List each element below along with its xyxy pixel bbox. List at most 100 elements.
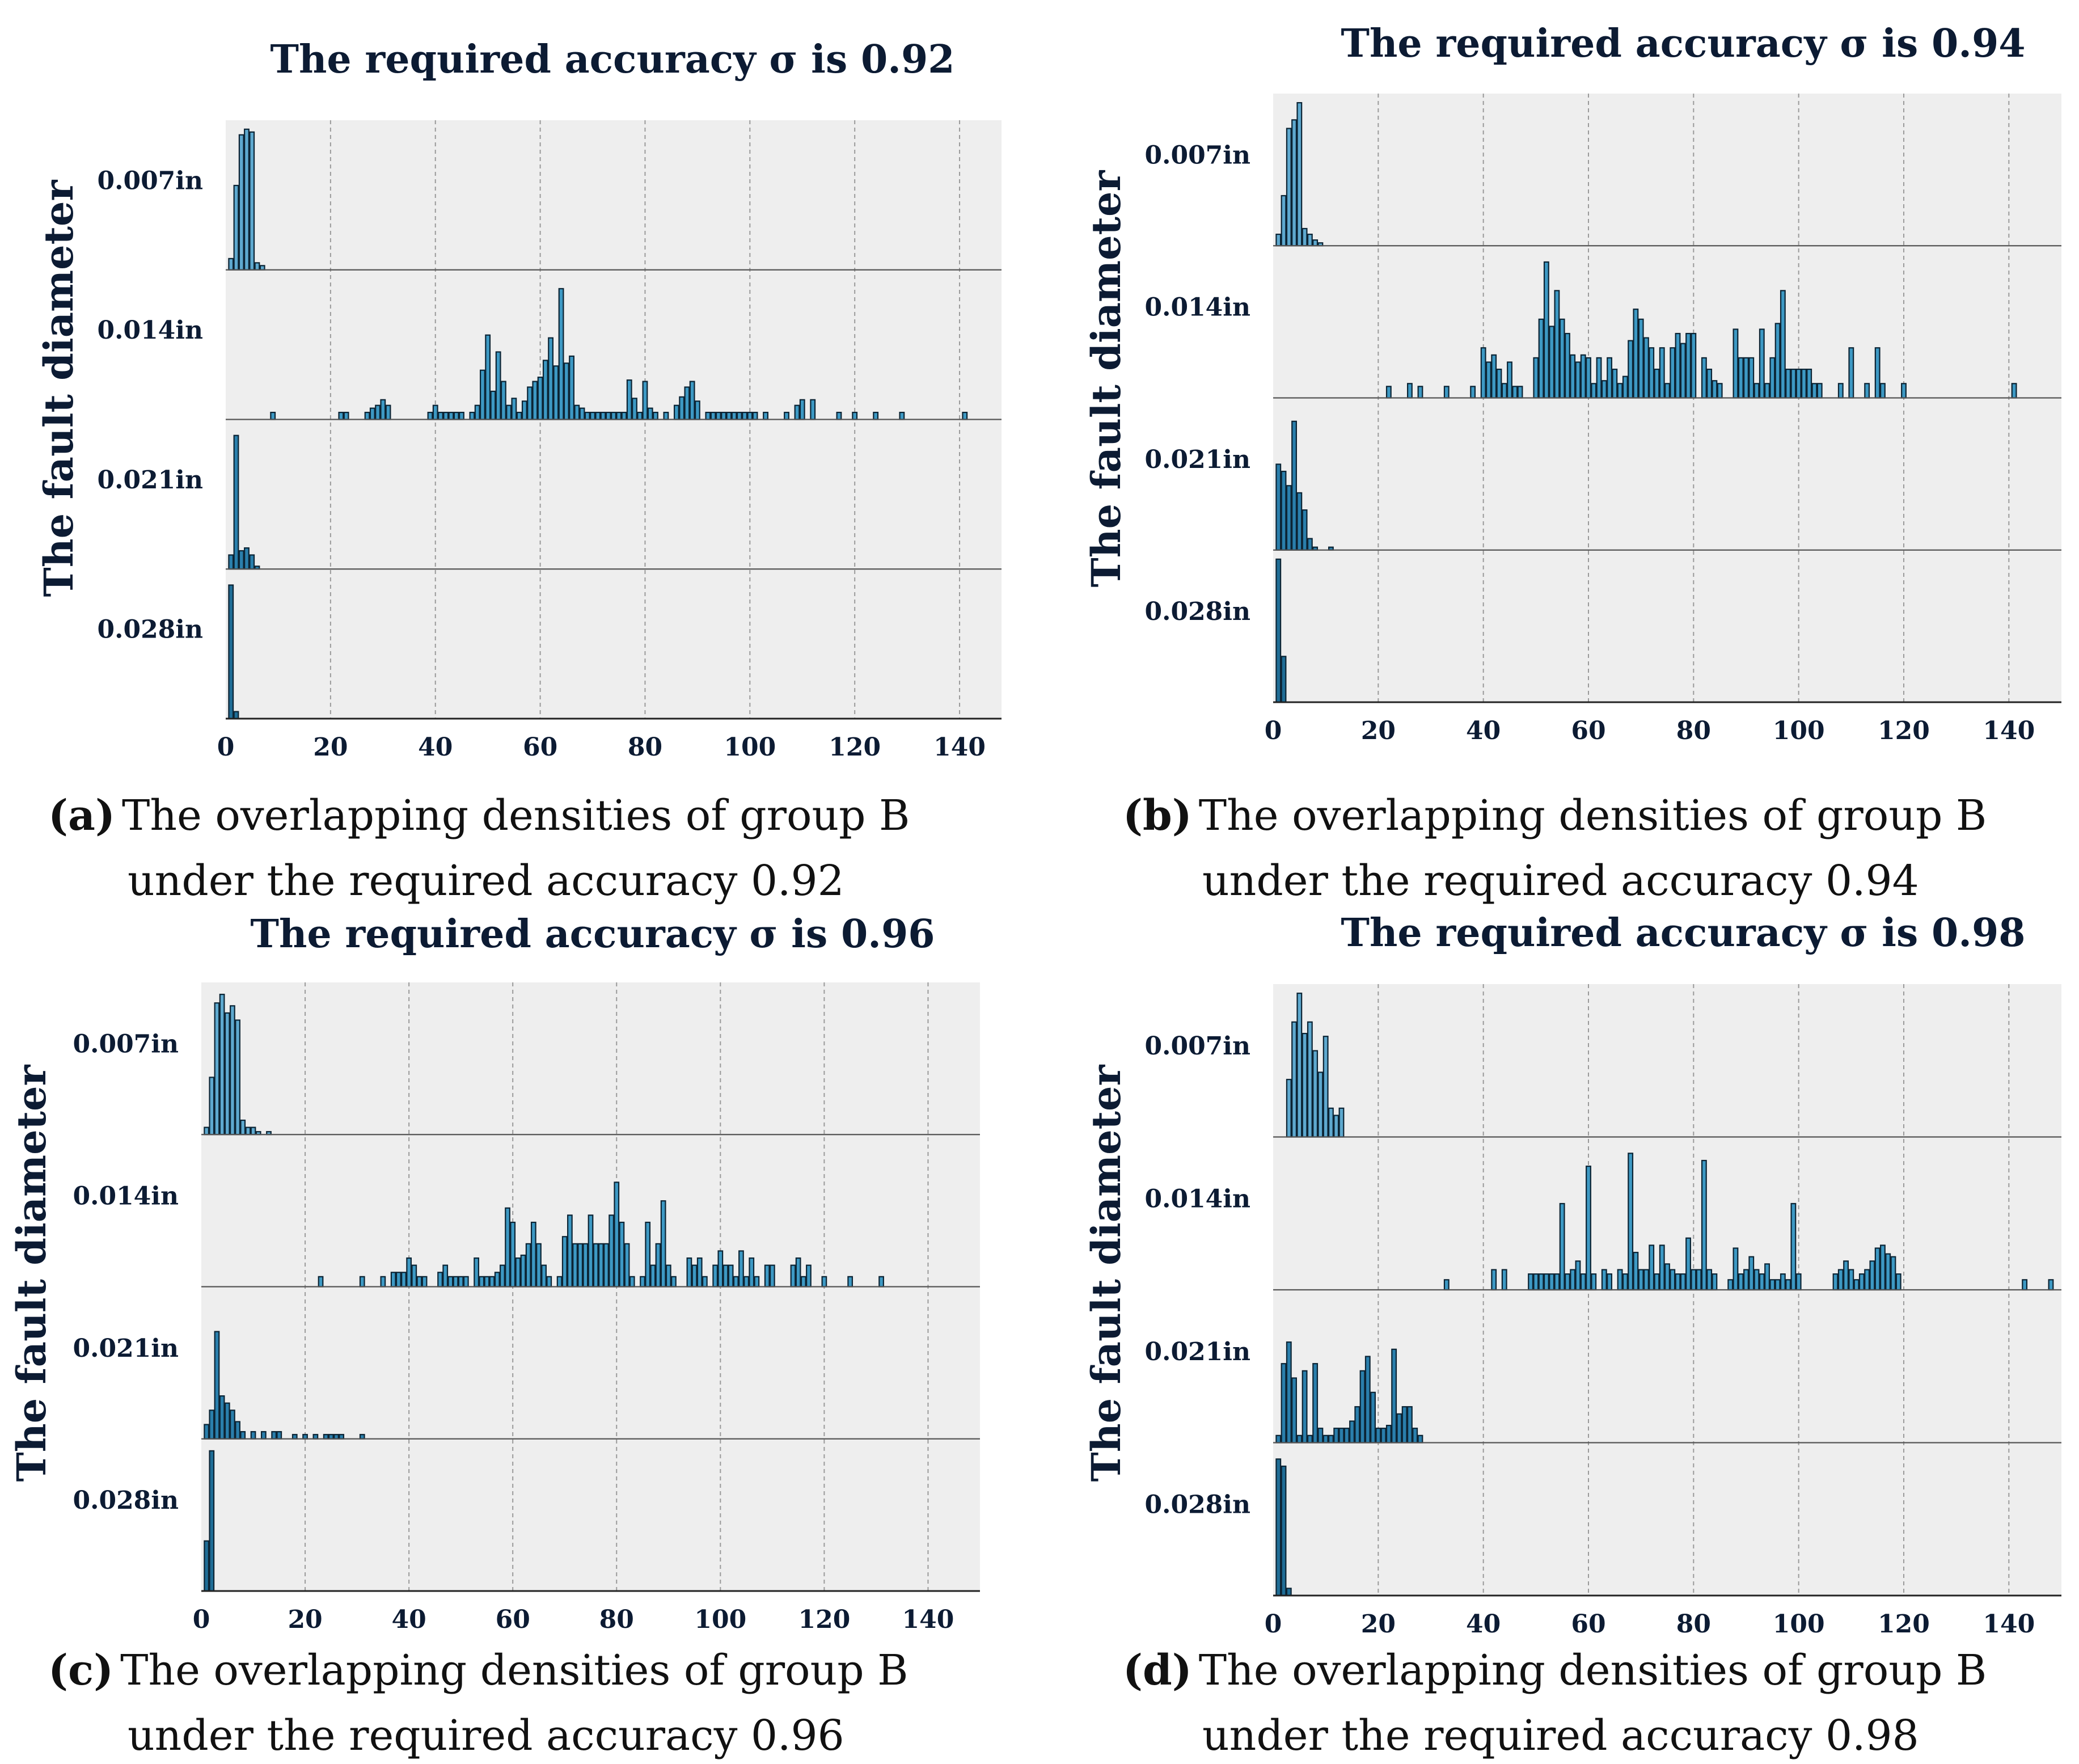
histogram-bar — [1512, 386, 1518, 399]
histogram-bar — [270, 412, 276, 420]
histogram-bar — [1801, 368, 1807, 399]
histogram-bar — [1328, 1434, 1334, 1444]
histogram-bar — [453, 1276, 459, 1288]
x-tick-label: 20 — [1361, 1610, 1396, 1639]
plot-area: 0.007in 0.014in 0.021in 0.028in 0 20 40 60 80 100… — [1145, 984, 2061, 1639]
histogram-bar — [1785, 368, 1791, 399]
histogram-bar — [406, 1257, 412, 1288]
caption-line-1: (c) The overlapping densities of group B — [48, 1646, 908, 1695]
histogram-bar — [1533, 1273, 1539, 1291]
histogram-bar — [1501, 1269, 1507, 1291]
histogram-bar — [1816, 383, 1823, 399]
histogram-bar — [747, 412, 753, 420]
histogram-bar — [665, 1264, 671, 1288]
histogram-bar — [249, 131, 255, 271]
histogram-bar — [1769, 1279, 1776, 1291]
histogram-bar — [1349, 1420, 1355, 1444]
x-tick-label: 120 — [829, 733, 881, 762]
histogram-bar — [686, 1257, 692, 1288]
histogram-bar — [1601, 1269, 1607, 1291]
caption: (a) The overlapping densities of group B … — [48, 791, 910, 905]
histogram-bar — [1275, 558, 1282, 703]
histogram-bar — [1764, 1263, 1770, 1291]
row-label: 0.028in — [73, 1486, 179, 1515]
histogram-bar — [380, 399, 386, 420]
histogram-bar — [542, 360, 548, 420]
histogram-bar — [238, 550, 244, 570]
histogram-bar — [359, 1276, 365, 1288]
histogram-bar — [1649, 347, 1655, 399]
histogram-bar — [1370, 1391, 1376, 1444]
histogram-bar — [590, 412, 595, 420]
histogram-bar — [1538, 318, 1544, 399]
histogram-bar — [448, 412, 454, 420]
histogram-bar — [679, 396, 685, 420]
histogram-bar — [219, 1395, 225, 1440]
plot-area: 0.007in 0.014in 0.021in 0.028in 0 20 40 60 80 100… — [1145, 94, 2061, 745]
histogram-bar — [1275, 1434, 1282, 1444]
x-tick-label: 140 — [902, 1605, 954, 1634]
histogram-bar — [537, 377, 543, 420]
histogram-bar — [1638, 318, 1644, 399]
histogram-bar — [204, 1126, 210, 1136]
histogram-bar — [743, 1276, 749, 1288]
histogram-bar — [1790, 1202, 1797, 1291]
histogram-bar — [1312, 239, 1319, 247]
caption: (d) The overlapping densities of group B … — [1123, 1646, 1987, 1760]
histogram-bar — [738, 1250, 744, 1288]
histogram-bar — [1890, 1256, 1896, 1291]
histogram-bar — [1895, 1273, 1901, 1291]
histogram-bar — [1307, 538, 1313, 551]
x-tick-label: 20 — [1361, 716, 1396, 745]
caption-text: The overlapping densities of group B — [1199, 1646, 1987, 1695]
histogram-bar — [1275, 1458, 1282, 1597]
histogram-bar — [731, 412, 737, 420]
histogram-bar — [794, 404, 800, 420]
histogram-bar — [219, 994, 225, 1136]
histogram-bar — [1281, 195, 1287, 247]
histogram-bar — [458, 1276, 464, 1288]
histogram-bar — [1417, 386, 1423, 399]
histogram-bar — [1296, 993, 1303, 1138]
x-tick-label: 140 — [1983, 716, 2035, 745]
histogram-bar — [1281, 1465, 1287, 1597]
x-tick-label: 0 — [1265, 716, 1282, 745]
x-tick-label: 120 — [1878, 716, 1930, 745]
histogram-bar — [1586, 357, 1591, 399]
histogram-bar — [1312, 1050, 1319, 1138]
histogram-bar — [1291, 420, 1298, 551]
histogram-bar — [1580, 354, 1586, 399]
histogram-bar — [1565, 1273, 1570, 1291]
histogram-bar — [621, 412, 627, 420]
caption-line-1: (a) The overlapping densities of group B — [48, 791, 910, 840]
histogram-bar — [650, 1264, 656, 1288]
histogram-bar — [609, 1214, 614, 1288]
histogram-bar — [1480, 347, 1486, 399]
histogram-bar — [421, 1276, 428, 1288]
histogram-bar — [479, 369, 485, 420]
histogram-bar — [235, 1421, 240, 1440]
histogram-bar — [240, 1119, 246, 1136]
histogram-bar — [233, 184, 239, 271]
x-tick-label: 20 — [313, 733, 348, 762]
histogram-bar — [442, 1264, 449, 1288]
series-0.021in — [1275, 420, 1334, 551]
histogram-bar — [640, 1276, 645, 1288]
row-label: 0.021in — [1145, 445, 1250, 474]
histogram-bar — [1790, 368, 1797, 399]
histogram-bar — [736, 412, 742, 420]
histogram-bar — [1322, 1434, 1329, 1444]
histogram-bar — [228, 258, 234, 271]
x-tick-label: 40 — [392, 1605, 426, 1634]
histogram-bar — [1622, 1273, 1628, 1291]
histogram-bar — [1617, 1269, 1623, 1291]
caption-line-1: (d) The overlapping densities of group B — [1123, 1646, 1987, 1695]
histogram-bar — [663, 412, 669, 420]
histogram-bar — [375, 404, 381, 420]
histogram-bar — [244, 547, 250, 570]
histogram-bar — [582, 1243, 589, 1288]
x-tick-label: 60 — [523, 733, 557, 762]
histogram-bar — [1743, 1269, 1749, 1291]
histogram-bar — [1317, 1071, 1324, 1138]
histogram-bar — [443, 412, 449, 420]
